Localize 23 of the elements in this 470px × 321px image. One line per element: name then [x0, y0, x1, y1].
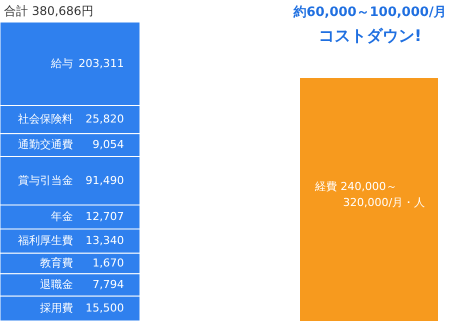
data-label: 13,340	[86, 234, 124, 248]
text: 合計 380,686円	[4, 4, 94, 18]
category-label: 福利厚生費	[18, 234, 73, 248]
category-label: 社会保険料	[18, 112, 73, 126]
category-label: 通勤交通費	[18, 138, 73, 152]
data-label: 1,670	[92, 256, 124, 270]
category-label: 賞与引当金	[18, 174, 73, 187]
data-label: 7,794	[92, 278, 124, 291]
data-label: 15,500	[86, 302, 124, 315]
category-label: 教育費	[40, 256, 73, 270]
text: 約60,000～100,000/月	[292, 5, 447, 20]
category-label: 採用費	[40, 302, 73, 315]
text: 経費 240,000～	[314, 180, 397, 193]
text: 320,000/月・人	[343, 196, 426, 209]
text: コストダウン!	[318, 26, 422, 45]
data-label: 91,490	[86, 174, 124, 187]
data-label: 25,820	[86, 112, 124, 126]
data-label: 12,707	[86, 210, 124, 224]
category-label: 年金	[51, 210, 73, 224]
data-label: 203,311	[78, 56, 124, 70]
category-label: 退職金	[40, 278, 73, 291]
category-label: 給与	[50, 56, 73, 70]
data-label: 9,054	[92, 138, 124, 152]
